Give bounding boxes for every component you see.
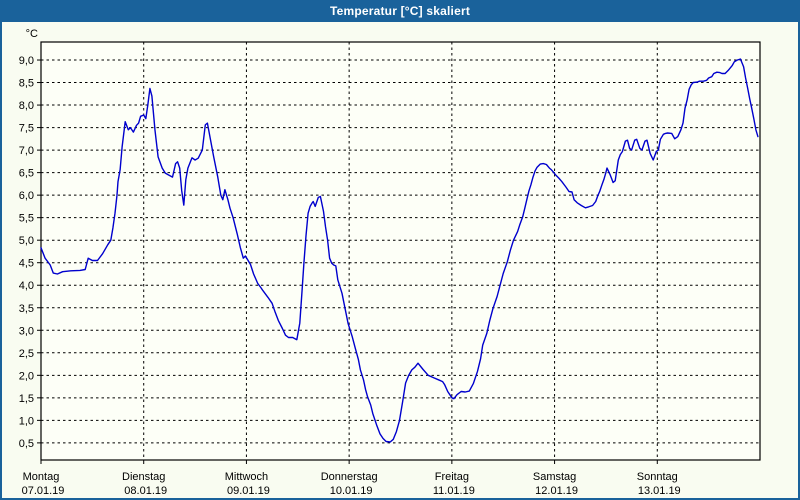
y-axis-label: 5,5 bbox=[19, 213, 34, 225]
y-axis-label: 4,5 bbox=[19, 258, 34, 270]
y-axis-label: 0,5 bbox=[19, 438, 34, 450]
temperature-line bbox=[40, 58, 759, 443]
y-axis-label: 3,5 bbox=[19, 303, 34, 315]
y-axis-label: 2,0 bbox=[19, 370, 34, 382]
window-title: Temperatur [°C] skaliert bbox=[329, 4, 471, 18]
y-axis-unit-label: °C bbox=[26, 28, 38, 40]
y-axis-label: 9,0 bbox=[19, 55, 34, 67]
x-axis-date-label: 07.01.19 bbox=[22, 485, 65, 497]
x-axis-date-label: 09.01.19 bbox=[227, 485, 270, 497]
y-axis-label: 8,0 bbox=[19, 100, 34, 112]
y-axis-label: 7,0 bbox=[19, 145, 34, 157]
window-titlebar: Temperatur [°C] skaliert bbox=[0, 0, 800, 22]
y-axis-label: 2,5 bbox=[19, 348, 34, 360]
plot-border bbox=[40, 41, 761, 461]
x-axis-day-label: Samstag bbox=[533, 471, 576, 483]
x-axis-day-label: Donnerstag bbox=[321, 471, 378, 483]
x-axis-day-label: Montag bbox=[23, 471, 60, 483]
x-axis-day-label: Mittwoch bbox=[225, 471, 268, 483]
y-axis-label: 4,0 bbox=[19, 280, 34, 292]
y-axis-label: 6,5 bbox=[19, 168, 34, 180]
y-axis-label: 3,0 bbox=[19, 325, 34, 337]
x-axis-date-label: 08.01.19 bbox=[124, 485, 167, 497]
y-axis-label: 5,0 bbox=[19, 235, 34, 247]
y-axis-label: 1,5 bbox=[19, 393, 34, 405]
x-axis-date-label: 10.01.19 bbox=[330, 485, 373, 497]
x-axis-date-label: 13.01.19 bbox=[638, 485, 681, 497]
x-axis-date-label: 11.01.19 bbox=[433, 485, 475, 497]
x-axis-day-label: Freitag bbox=[435, 471, 469, 483]
x-axis-day-label: Dienstag bbox=[122, 471, 165, 483]
x-axis-date-label: 12.01.19 bbox=[535, 485, 578, 497]
y-axis-label: 1,0 bbox=[19, 415, 34, 427]
y-axis-label: 7,5 bbox=[19, 123, 34, 135]
plot-area bbox=[41, 42, 760, 460]
y-axis-label: 6,0 bbox=[19, 190, 34, 202]
x-axis-day-label: Sonntag bbox=[637, 471, 678, 483]
y-axis-label: 8,5 bbox=[19, 78, 34, 90]
